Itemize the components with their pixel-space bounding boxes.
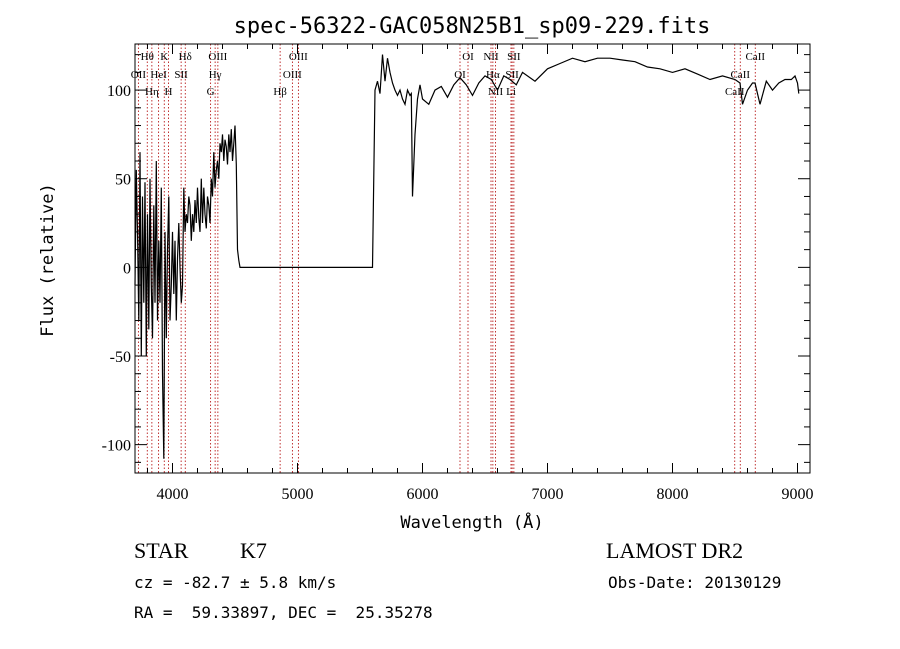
line-label: CaII (725, 86, 745, 98)
line-label: CaII (730, 69, 750, 81)
y-tick-label: 0 (123, 260, 131, 277)
y-tick-label: -100 (102, 438, 131, 455)
coordinates: RA = 59.33897, DEC = 25.35278 (134, 603, 433, 622)
line-label: K (160, 51, 168, 63)
object-class: STAR (134, 538, 189, 563)
y-tick-label: 100 (107, 83, 131, 100)
y-tick-label: -50 (110, 349, 131, 366)
line-label: Hθ (141, 51, 154, 63)
line-label: G (207, 86, 215, 98)
line-label: OI (454, 69, 466, 81)
object-subclass: K7 (240, 538, 267, 563)
line-label: Hη (145, 86, 159, 98)
line-label: Hγ (209, 69, 222, 81)
x-axis-label: Wavelength (Å) (400, 511, 543, 533)
line-label: Li (506, 86, 516, 98)
line-label: SII (507, 51, 521, 63)
line-label: Hβ (273, 86, 287, 98)
y-axis-label: Flux (relative) (38, 183, 58, 337)
redshift-velocity: cz = -82.7 ± 5.8 km/s (134, 573, 337, 592)
line-label: OII (131, 69, 147, 81)
chart-title: spec-56322-GAC058N25B1_sp09-229.fits (234, 14, 711, 39)
line-label: NII (483, 51, 499, 63)
survey-name: LAMOST DR2 (606, 538, 744, 563)
line-label: H (165, 86, 173, 98)
x-tick-label: 6000 (407, 486, 439, 503)
spectral-line-markers (137, 44, 756, 473)
plot-frame (134, 43, 811, 474)
x-tick-label: 4000 (157, 486, 189, 503)
y-tick-label: 50 (115, 172, 131, 189)
x-tick-label: 5000 (282, 486, 314, 503)
line-label: NII (488, 86, 504, 98)
x-tick-label: 9000 (782, 486, 814, 503)
x-tick-label: 8000 (657, 486, 689, 503)
line-label: Hδ (179, 51, 192, 63)
axis-ticks: 4000 5000 6000 7000 8000 9000 -100 -50 0 50 100 (102, 44, 814, 503)
line-label: OIII (289, 51, 308, 63)
line-label: OIII (283, 69, 302, 81)
line-label: SII (174, 69, 188, 81)
line-label: Hα (486, 69, 500, 81)
line-label: HeI (150, 69, 167, 81)
line-label: SII (505, 69, 519, 81)
x-tick-label: 7000 (532, 486, 564, 503)
flux-series-line (134, 54, 800, 459)
line-label: CaII (745, 51, 765, 63)
spectral-line-labels: Hθ OII Hη K HeI H Hδ SII OIII Hγ G OIII OIII Hβ OI OI NI… (131, 51, 766, 98)
line-label: OIII (208, 51, 227, 63)
observation-date: Obs-Date: 20130129 (608, 573, 782, 592)
line-label: OI (462, 51, 474, 63)
